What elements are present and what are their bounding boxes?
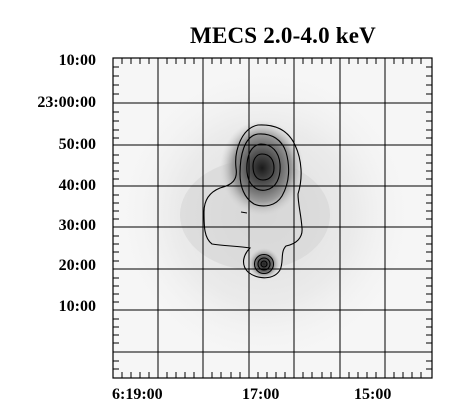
y-tick-label: 40:00 (58, 177, 96, 194)
emission-image (113, 58, 432, 378)
x-tick-label: 15:00 (354, 386, 392, 403)
contour-outer (203, 124, 303, 279)
contour-src-1 (253, 253, 275, 275)
y-tick-label: 30:00 (58, 217, 96, 234)
y-tick-label: 23:00:00 (37, 94, 96, 111)
x-tick-label: 6:19:00 (112, 386, 163, 403)
y-tick-label: 10:00 (58, 52, 96, 69)
plot-frame (112, 57, 433, 379)
contour-4 (252, 153, 275, 181)
coordinate-grid (113, 58, 432, 378)
frame-ticks (113, 58, 432, 378)
compact-source (248, 248, 280, 280)
contour-src-3 (260, 260, 268, 268)
contour-blip (240, 211, 248, 214)
figure-title: MECS 2.0-4.0 keV (190, 23, 376, 48)
y-tick-label: 10:00 (58, 298, 96, 315)
contour-src-2 (257, 257, 271, 271)
bright-source-core (220, 120, 304, 216)
contour-lines (203, 124, 303, 279)
y-tick-label: 20:00 (58, 257, 96, 274)
x-tick-label: 17:00 (242, 386, 280, 403)
y-tick-label: 50:00 (58, 136, 96, 153)
contour-3 (246, 143, 281, 191)
contour-2 (239, 133, 290, 207)
